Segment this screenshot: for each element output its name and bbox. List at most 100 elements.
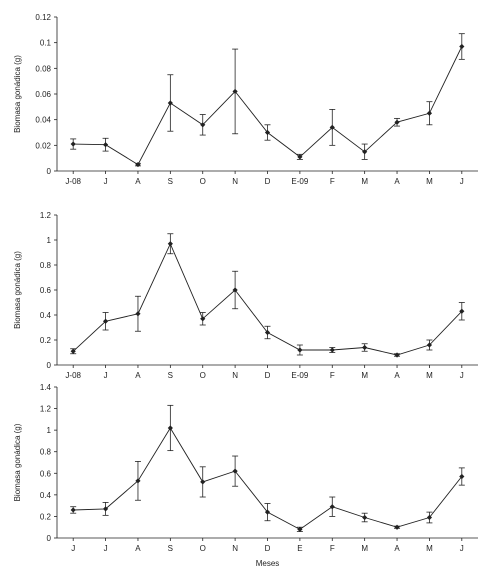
chart-panel-3: 0 0.2 0.4 0.6 0.8 1 1.2 1.4 J J A S O N D E F M A M J Biomasa… <box>13 383 478 568</box>
y-tick-label: 1.2 <box>40 405 52 414</box>
x-tick-label: F <box>330 544 335 553</box>
x-tick-label: O <box>200 371 206 380</box>
data-point <box>297 347 303 353</box>
x-tick-label: A <box>135 177 141 186</box>
y-tick-label: 1 <box>47 236 52 245</box>
data-point <box>135 311 141 317</box>
x-tick-label: E-09 <box>291 371 308 380</box>
data-point <box>200 479 206 485</box>
chart-panel-2: 0 0.2 0.4 0.6 0.8 1 1.2 J-08 J A S O N D E-09 F M A M J Biom… <box>13 211 478 380</box>
data-point <box>426 514 433 521</box>
x-tick-label: N <box>232 544 238 553</box>
series-line <box>73 46 463 166</box>
x-tick-label: F <box>330 177 335 186</box>
y-tick-label: 0.12 <box>35 13 51 22</box>
data-point <box>394 524 400 530</box>
data-point <box>167 100 173 106</box>
data-point <box>394 352 400 358</box>
data-point <box>362 149 368 155</box>
data-point <box>297 154 303 160</box>
y-axis-label: Biomasa gonádica (g) <box>13 251 22 329</box>
x-tick-label: E-09 <box>291 177 308 186</box>
data-point <box>329 504 335 510</box>
data-point <box>362 344 368 351</box>
x-tick-label: F <box>330 371 335 380</box>
y-tick-label: 0.6 <box>40 469 52 478</box>
x-tick-label: S <box>168 371 173 380</box>
data-point <box>264 509 271 515</box>
x-tick-label: M <box>361 544 368 553</box>
y-tick-label: 0.08 <box>35 64 51 73</box>
y-tick-label: 0.4 <box>40 491 52 500</box>
data-point <box>135 478 141 484</box>
x-tick-label: E <box>297 544 302 553</box>
x-tick-label: J <box>460 371 464 380</box>
data-point <box>200 316 206 322</box>
x-tick-label: M <box>361 371 368 380</box>
data-point <box>459 43 465 50</box>
x-tick-label: A <box>135 544 141 553</box>
x-tick-label: J-08 <box>65 371 81 380</box>
data-point <box>200 122 206 128</box>
y-axis-label: Biomasa gonádica (g) <box>13 423 22 501</box>
x-tick-label: J <box>104 544 108 553</box>
data-point <box>426 110 433 116</box>
data-point <box>264 129 271 136</box>
data-point <box>459 473 465 480</box>
chart-panel-1: 0 0.02 0.04 0.06 0.08 0.1 0.12 J-08 J A S O N D E-09 F M… <box>13 13 478 186</box>
data-point <box>394 119 400 125</box>
x-axis-label: Meses <box>256 559 280 568</box>
x-tick-label: A <box>394 177 400 186</box>
data-point <box>70 141 76 147</box>
data-point <box>232 88 238 95</box>
x-tick-label: N <box>232 177 238 186</box>
x-tick-label: S <box>168 544 173 553</box>
x-tick-label: D <box>265 371 271 380</box>
x-tick-label: A <box>394 544 400 553</box>
x-tick-label: J <box>460 544 464 553</box>
data-point <box>102 318 109 324</box>
y-tick-label: 0 <box>47 361 52 370</box>
y-tick-label: 0.8 <box>40 448 52 457</box>
y-axis-label: Biomasa gonádica (g) <box>13 55 22 133</box>
x-tick-label: J-08 <box>65 177 81 186</box>
y-tick-label: 0.1 <box>40 39 52 48</box>
data-point <box>102 506 109 512</box>
y-tick-label: 0.06 <box>35 90 51 99</box>
data-point <box>167 241 173 247</box>
data-point <box>362 514 368 521</box>
x-tick-label: J <box>460 177 464 186</box>
y-tick-label: 0.6 <box>40 286 52 295</box>
data-point <box>264 329 271 336</box>
data-point <box>70 507 76 513</box>
y-tick-label: 0 <box>47 534 52 543</box>
x-tick-label: J <box>71 544 75 553</box>
y-tick-label: 1 <box>47 426 52 435</box>
x-tick-label: A <box>135 371 141 380</box>
y-tick-label: 0.02 <box>35 141 51 150</box>
x-tick-label: S <box>168 177 173 186</box>
data-point <box>167 425 173 431</box>
data-point <box>459 308 465 314</box>
data-point <box>297 526 303 532</box>
x-tick-label: J <box>104 177 108 186</box>
y-tick-label: 0.04 <box>35 116 51 125</box>
x-tick-label: D <box>265 177 271 186</box>
x-tick-label: M <box>426 371 433 380</box>
data-point <box>102 142 109 148</box>
data-point <box>329 124 335 130</box>
x-tick-label: M <box>361 177 368 186</box>
data-point <box>232 287 238 293</box>
x-tick-label: O <box>200 177 206 186</box>
y-tick-label: 0 <box>47 167 52 176</box>
y-tick-label: 0.2 <box>40 512 52 521</box>
x-tick-label: M <box>426 177 433 186</box>
y-tick-label: 0.4 <box>40 311 52 320</box>
y-tick-label: 1.4 <box>40 383 52 392</box>
x-tick-label: D <box>265 544 271 553</box>
x-tick-label: O <box>200 544 206 553</box>
y-tick-label: 1.2 <box>40 211 52 220</box>
data-point <box>70 348 76 354</box>
x-tick-label: N <box>232 371 238 380</box>
